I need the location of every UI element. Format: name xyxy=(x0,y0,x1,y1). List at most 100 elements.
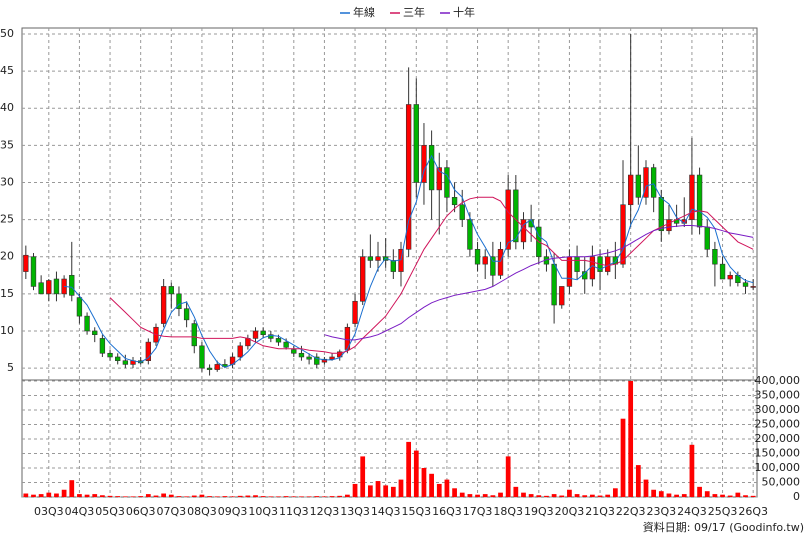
candle-body xyxy=(99,338,106,354)
candle-body xyxy=(199,345,205,369)
volume-bar xyxy=(306,496,312,497)
volume-bar xyxy=(130,496,136,497)
x-tick-label: 19Q3 xyxy=(524,505,554,518)
volume-bar xyxy=(475,494,480,497)
volume-bar xyxy=(498,492,503,497)
volume-bar xyxy=(345,494,350,497)
candle-body xyxy=(275,338,282,343)
volume-bar xyxy=(122,496,128,497)
candle-body xyxy=(115,356,121,361)
volume-bar xyxy=(214,496,220,497)
candle-body xyxy=(513,189,519,243)
candle-body xyxy=(742,282,749,287)
volume-bar xyxy=(61,489,67,497)
candle-body xyxy=(635,174,642,198)
x-tick-label: 10Q3 xyxy=(248,505,278,518)
x-tick-label: 09Q3 xyxy=(218,505,248,518)
candle-body xyxy=(566,256,573,287)
x-tick-label: 21Q3 xyxy=(585,505,615,518)
candle-body xyxy=(719,263,726,280)
volume-bar xyxy=(46,492,52,497)
y2-tick-label: 300,000 xyxy=(755,403,801,416)
y-tick-label: 5 xyxy=(7,361,14,374)
candle-body xyxy=(421,145,427,183)
candle-body xyxy=(467,219,473,250)
candle-body xyxy=(413,104,419,183)
candle-body xyxy=(574,256,580,272)
volume-bar xyxy=(230,496,235,497)
y-tick-label: 30 xyxy=(0,175,14,188)
y2-tick-label: 150,000 xyxy=(755,447,801,460)
volume-bar xyxy=(590,494,595,497)
volume-bar xyxy=(31,494,36,497)
volume-bar xyxy=(436,483,442,497)
volume-bar xyxy=(582,495,588,497)
volume-bar xyxy=(658,491,664,497)
volume-bar xyxy=(704,491,710,497)
candle-body xyxy=(260,330,266,336)
volume-bar xyxy=(628,381,634,497)
y-tick-label: 45 xyxy=(0,64,14,77)
volume-bar xyxy=(429,473,434,497)
volume-bar xyxy=(337,495,343,497)
volume-bar xyxy=(743,495,748,497)
volume-bar xyxy=(567,489,572,497)
volume-bar xyxy=(406,441,412,497)
volume-bar xyxy=(314,496,320,497)
candle-body xyxy=(505,189,511,250)
volume-bar xyxy=(712,494,718,497)
candle-body xyxy=(30,256,37,287)
ma-line xyxy=(64,154,754,368)
candle-body xyxy=(405,104,412,250)
y2-tick-label: 400,000 xyxy=(755,374,801,387)
volume-bar xyxy=(291,496,297,497)
volume-bar xyxy=(107,495,113,497)
candle-body xyxy=(390,260,397,272)
volume-bar xyxy=(612,488,618,497)
volume-bar xyxy=(528,494,534,497)
volume-bar xyxy=(184,496,189,497)
plot-frame xyxy=(21,27,758,498)
x-tick-label: 16Q3 xyxy=(432,505,462,518)
candle-body xyxy=(712,248,718,265)
candle-body xyxy=(291,349,297,354)
candle-body xyxy=(214,364,220,370)
volume-bar xyxy=(513,486,519,497)
volume-bar xyxy=(69,480,75,497)
candle-body xyxy=(605,256,611,272)
volume-bar xyxy=(521,492,526,497)
volume-bar xyxy=(283,496,289,497)
y-tick-label: 40 xyxy=(0,101,14,114)
volume-bar xyxy=(635,465,641,497)
volume-bar xyxy=(100,495,105,497)
volume-bar xyxy=(360,456,366,497)
candle-body xyxy=(145,341,152,361)
volume-bar xyxy=(727,495,733,497)
volume-bar xyxy=(38,494,44,497)
candle-body xyxy=(520,219,527,243)
volume-bar xyxy=(398,479,404,497)
candle-body xyxy=(46,280,52,295)
x-tick-label: 04Q3 xyxy=(65,505,95,518)
x-tick-label: 20Q3 xyxy=(555,505,585,518)
candle-body xyxy=(704,226,710,250)
volume-bar xyxy=(651,489,657,497)
volume-bar xyxy=(322,496,327,497)
candle-body xyxy=(750,286,756,288)
volume-bar xyxy=(444,479,450,497)
volume-bar xyxy=(413,450,419,497)
volume-bar xyxy=(207,496,212,497)
candle-body xyxy=(206,367,213,370)
x-tick-label: 07Q3 xyxy=(156,505,186,518)
volume-bar xyxy=(505,456,511,497)
volume-bar xyxy=(720,494,725,497)
volume-bar xyxy=(92,494,98,497)
candle-body xyxy=(620,204,626,265)
volume-bar xyxy=(222,496,228,497)
y2-tick-label: 50,000 xyxy=(762,476,801,489)
candle-body xyxy=(436,167,442,191)
volume-bar xyxy=(383,485,389,497)
volume-bar xyxy=(674,494,679,497)
candle-body xyxy=(482,256,488,265)
